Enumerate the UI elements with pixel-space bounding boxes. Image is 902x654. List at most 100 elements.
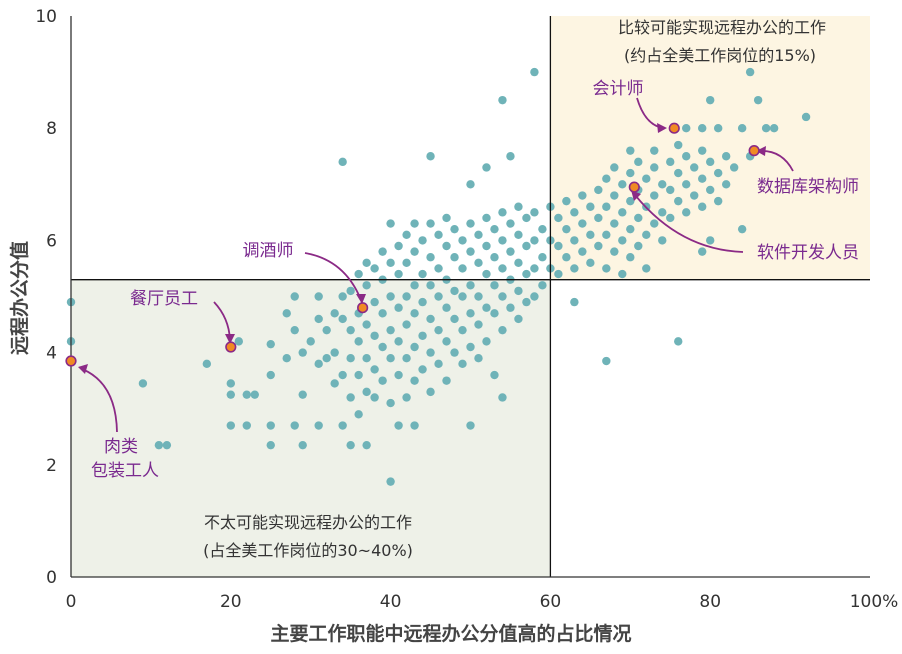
- data-point-267: [602, 356, 611, 366]
- data-point-245: [698, 146, 707, 155]
- label-software-developer: 软件开发人员: [757, 243, 859, 263]
- data-point-166: [522, 241, 531, 251]
- data-point-263: [753, 95, 763, 105]
- x-tick-3: 60: [540, 592, 562, 612]
- data-point-82: [402, 320, 411, 329]
- data-point-32: [330, 309, 339, 318]
- data-point-174: [538, 224, 547, 234]
- data-point-42: [346, 354, 355, 363]
- data-point-39: [338, 421, 347, 430]
- data-point-23: [298, 390, 307, 399]
- arrowhead-meatpacker: [78, 364, 88, 374]
- data-point-115: [450, 224, 459, 234]
- data-point-10: [242, 390, 251, 399]
- data-point-96: [418, 365, 427, 374]
- data-point-165: [522, 213, 531, 223]
- data-point-197: [594, 213, 603, 223]
- data-point-33: [330, 348, 339, 357]
- data-point-188: [570, 264, 579, 273]
- data-point-206: [610, 247, 619, 256]
- data-point-208: [618, 208, 627, 217]
- data-point-72: [386, 477, 395, 486]
- highlight-point-2: [628, 181, 640, 193]
- data-point-156: [506, 219, 515, 228]
- data-point-55: [362, 440, 371, 450]
- data-point-201: [602, 230, 611, 239]
- data-point-126: [466, 219, 475, 228]
- data-point-34: [330, 379, 339, 388]
- data-point-259: [737, 124, 747, 133]
- data-point-58: [370, 331, 379, 340]
- data-point-74: [394, 269, 403, 279]
- data-point-50: [362, 258, 371, 268]
- x-tick-0: 0: [66, 592, 77, 612]
- label-restaurant-staff: 餐厅员工: [130, 289, 198, 309]
- highlight-point-3: [357, 302, 369, 314]
- data-point-85: [410, 219, 419, 228]
- region-top-right-line2: (约占全美工作岗位的15%): [624, 46, 816, 65]
- data-point-236: [674, 168, 683, 178]
- y-tick-0: 0: [46, 568, 57, 588]
- data-point-113: [442, 337, 451, 346]
- data-point-143: [490, 224, 499, 234]
- data-point-88: [410, 309, 419, 318]
- data-point-233: [666, 213, 675, 223]
- data-point-185: [562, 253, 571, 262]
- y-axis-title: 远程办公分值: [8, 241, 31, 355]
- data-point-52: [362, 320, 371, 329]
- data-point-79: [402, 230, 411, 239]
- data-point-31: [322, 354, 331, 363]
- data-point-105: [434, 264, 443, 273]
- data-point-67: [386, 258, 395, 268]
- data-point-153: [498, 325, 507, 335]
- data-point-91: [410, 421, 419, 430]
- data-point-13: [266, 339, 275, 349]
- data-point-144: [490, 253, 499, 262]
- data-point-213: [626, 196, 635, 206]
- data-point-106: [434, 292, 443, 301]
- data-point-159: [506, 303, 515, 312]
- data-point-119: [450, 348, 459, 357]
- data-point-64: [378, 342, 387, 352]
- data-point-214: [626, 224, 635, 234]
- data-point-103: [426, 387, 435, 397]
- data-point-59: [370, 365, 379, 374]
- data-point-129: [466, 309, 475, 318]
- data-point-99: [426, 253, 435, 262]
- data-point-142: [482, 337, 491, 346]
- data-point-255: [713, 196, 723, 206]
- data-point-229: [658, 208, 667, 217]
- data-point-146: [490, 309, 499, 318]
- data-point-202: [602, 264, 611, 273]
- data-point-155: [506, 152, 515, 161]
- data-point-238: [682, 124, 691, 133]
- data-point-19: [290, 292, 299, 301]
- data-point-225: [650, 163, 659, 172]
- arrowhead-restaurant: [225, 334, 235, 344]
- data-point-135: [474, 320, 483, 329]
- data-point-11: [242, 421, 251, 430]
- data-point-211: [626, 146, 635, 155]
- data-point-26: [314, 292, 323, 301]
- data-point-243: [690, 191, 699, 200]
- data-point-247: [698, 202, 707, 211]
- data-point-37: [338, 314, 347, 324]
- data-point-95: [418, 331, 427, 340]
- x-axis-title: 主要工作职能中远程办公分值高的占比情况: [270, 622, 631, 645]
- data-point-157: [506, 247, 515, 256]
- data-point-160: [514, 202, 523, 211]
- data-point-251: [706, 185, 715, 195]
- data-point-239: [682, 152, 691, 161]
- data-point-77: [394, 370, 403, 380]
- data-point-97: [426, 152, 435, 161]
- data-point-204: [610, 191, 619, 200]
- data-point-3: [154, 440, 164, 450]
- data-point-210: [618, 269, 627, 279]
- data-point-8: [226, 421, 235, 430]
- x-tick-labels: 0 20 40 60 80 100%: [66, 592, 899, 612]
- data-point-186: [570, 208, 579, 217]
- data-point-199: [602, 174, 611, 183]
- data-point-219: [634, 241, 643, 251]
- data-point-205: [610, 219, 619, 228]
- highlight-point-0: [668, 122, 680, 134]
